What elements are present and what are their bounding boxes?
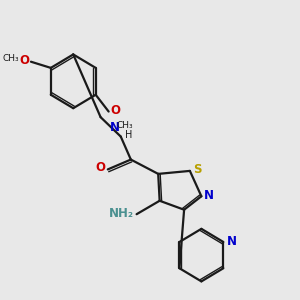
Text: H: H (125, 130, 132, 140)
Text: O: O (19, 54, 29, 67)
Text: N: N (227, 235, 237, 248)
Text: O: O (95, 161, 105, 174)
Text: CH₃: CH₃ (2, 54, 19, 63)
Text: N: N (110, 121, 120, 134)
Text: N: N (204, 189, 214, 202)
Text: S: S (193, 163, 202, 176)
Text: O: O (110, 104, 120, 117)
Text: CH₃: CH₃ (117, 122, 134, 130)
Text: NH₂: NH₂ (109, 207, 134, 220)
